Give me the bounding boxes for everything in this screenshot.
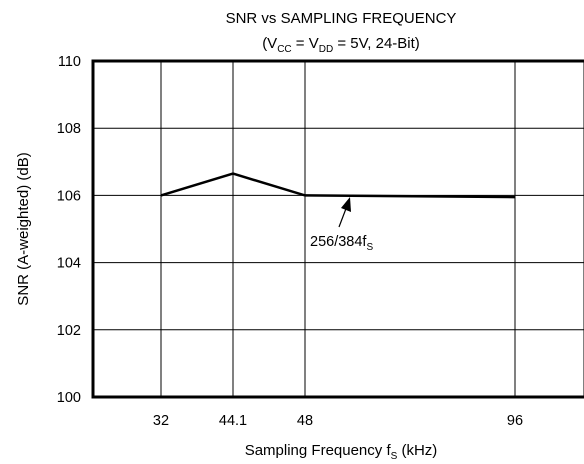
annotation-label: 256/384fS bbox=[310, 234, 373, 253]
chart-subtitle: (VCC = VDD = 5V, 24-Bit) bbox=[262, 35, 420, 55]
y-tick-label: 108 bbox=[57, 121, 81, 137]
annotation-arrow-head bbox=[341, 197, 351, 212]
y-tick-label: 102 bbox=[57, 323, 81, 339]
y-tick-label: 110 bbox=[58, 54, 81, 70]
y-tick-label: 100 bbox=[57, 390, 81, 406]
y-tick-label: 104 bbox=[57, 256, 81, 272]
y-axis-label: SNR (A-weighted) (dB) bbox=[15, 152, 32, 305]
x-tick-label: 96 bbox=[507, 413, 523, 429]
x-axis-label: Sampling Frequency fS (kHz) bbox=[245, 442, 438, 462]
x-tick-label: 32 bbox=[153, 413, 169, 429]
y-tick-label: 106 bbox=[57, 188, 81, 204]
chart-title: SNR vs SAMPLING FREQUENCY bbox=[226, 10, 457, 27]
x-tick-label: 48 bbox=[297, 413, 313, 429]
plot-frame bbox=[91, 59, 584, 399]
snr-series-line bbox=[160, 172, 516, 199]
x-tick-label: 44.1 bbox=[219, 413, 247, 429]
